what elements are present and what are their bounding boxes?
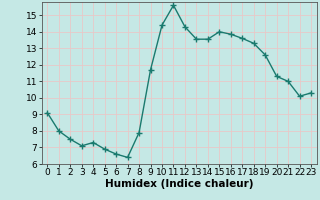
X-axis label: Humidex (Indice chaleur): Humidex (Indice chaleur) xyxy=(105,179,253,189)
